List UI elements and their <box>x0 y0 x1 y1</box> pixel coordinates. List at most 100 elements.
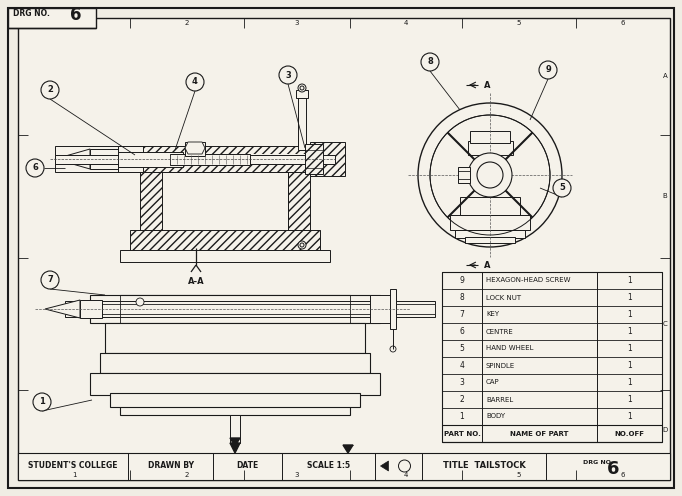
Text: 6: 6 <box>70 6 82 24</box>
Bar <box>442 272 662 442</box>
Bar <box>120 250 330 262</box>
Bar <box>8 8 96 28</box>
Circle shape <box>421 53 439 71</box>
Circle shape <box>41 271 59 289</box>
Circle shape <box>41 81 59 99</box>
Bar <box>288 150 310 230</box>
Text: BARREL: BARREL <box>486 396 514 402</box>
Text: 3: 3 <box>295 472 299 478</box>
Bar <box>296 90 308 98</box>
Text: 1: 1 <box>627 327 632 336</box>
Text: 4: 4 <box>404 472 409 478</box>
Text: 7: 7 <box>47 275 53 285</box>
Text: 8: 8 <box>427 58 433 66</box>
Bar <box>65 301 435 317</box>
Polygon shape <box>230 443 240 453</box>
Text: 4: 4 <box>460 361 464 370</box>
Bar <box>450 215 530 230</box>
Circle shape <box>26 159 44 177</box>
Text: B: B <box>663 193 668 199</box>
Bar <box>140 146 310 154</box>
Bar <box>370 295 392 323</box>
Bar <box>90 373 380 395</box>
Text: PART NO.: PART NO. <box>443 431 480 436</box>
Text: CENTRE: CENTRE <box>486 328 514 334</box>
Bar <box>298 95 306 150</box>
Bar <box>140 150 310 172</box>
Text: A: A <box>663 73 668 79</box>
Bar <box>140 154 310 164</box>
Text: 9: 9 <box>460 276 464 285</box>
Text: LOCK NUT: LOCK NUT <box>486 295 521 301</box>
Bar <box>465 237 515 243</box>
Text: A: A <box>484 80 490 89</box>
Circle shape <box>430 115 550 235</box>
Text: HEXAGON-HEAD SCREW: HEXAGON-HEAD SCREW <box>486 277 571 284</box>
Text: 2: 2 <box>185 20 189 26</box>
Bar <box>130 230 320 252</box>
Circle shape <box>298 84 306 92</box>
Text: 5: 5 <box>517 472 521 478</box>
Bar <box>55 146 140 172</box>
Bar <box>65 304 435 314</box>
Text: A-A: A-A <box>188 277 205 287</box>
Circle shape <box>298 241 306 249</box>
Text: 1: 1 <box>460 412 464 421</box>
Bar <box>140 164 310 172</box>
Text: 2: 2 <box>185 472 189 478</box>
Text: 6: 6 <box>621 472 625 478</box>
Text: DRAWN BY: DRAWN BY <box>147 461 194 471</box>
Text: 3: 3 <box>460 378 464 387</box>
Text: 1: 1 <box>72 472 76 478</box>
Circle shape <box>553 179 571 197</box>
Text: STUDENT'S COLLEGE: STUDENT'S COLLEGE <box>28 461 118 471</box>
Text: 3: 3 <box>285 70 291 79</box>
Text: 1: 1 <box>627 412 632 421</box>
Circle shape <box>136 298 144 306</box>
Bar <box>310 142 345 176</box>
Text: 5: 5 <box>460 344 464 353</box>
Circle shape <box>279 66 297 84</box>
Bar <box>471 154 510 196</box>
Text: 6: 6 <box>32 164 38 173</box>
Text: D: D <box>662 427 668 433</box>
Text: 2: 2 <box>460 395 464 404</box>
Text: 6: 6 <box>460 327 464 336</box>
Text: 2: 2 <box>47 85 53 95</box>
Bar <box>230 415 240 443</box>
Circle shape <box>539 61 557 79</box>
Text: SPINDLE: SPINDLE <box>486 363 515 369</box>
Text: 1: 1 <box>627 293 632 302</box>
Polygon shape <box>55 149 90 169</box>
Bar <box>90 295 380 323</box>
Text: 6: 6 <box>607 460 619 478</box>
Bar <box>162 172 288 230</box>
Text: 1: 1 <box>627 361 632 370</box>
Text: A: A <box>484 260 490 269</box>
Text: KEY: KEY <box>486 311 499 317</box>
Text: 3: 3 <box>295 20 299 26</box>
Text: SCALE 1:5: SCALE 1:5 <box>307 461 350 471</box>
Text: 1: 1 <box>627 395 632 404</box>
Bar <box>18 453 670 480</box>
Text: 1: 1 <box>627 344 632 353</box>
Polygon shape <box>185 142 205 154</box>
Bar <box>80 300 102 318</box>
Bar <box>468 141 513 155</box>
Text: CAP: CAP <box>486 379 500 385</box>
Polygon shape <box>45 300 80 318</box>
Circle shape <box>300 243 304 247</box>
Text: NO.OFF: NO.OFF <box>614 431 644 436</box>
Text: 8: 8 <box>460 293 464 302</box>
Bar <box>460 197 520 215</box>
Text: DATE: DATE <box>237 461 258 471</box>
Text: HAND WHEEL: HAND WHEEL <box>486 346 533 352</box>
Circle shape <box>468 153 512 197</box>
Bar <box>118 146 143 172</box>
Bar <box>100 353 370 373</box>
Text: 1: 1 <box>627 378 632 387</box>
Text: 4: 4 <box>404 20 409 26</box>
Bar <box>120 295 350 415</box>
Text: 6: 6 <box>621 20 625 26</box>
Bar <box>468 153 513 197</box>
